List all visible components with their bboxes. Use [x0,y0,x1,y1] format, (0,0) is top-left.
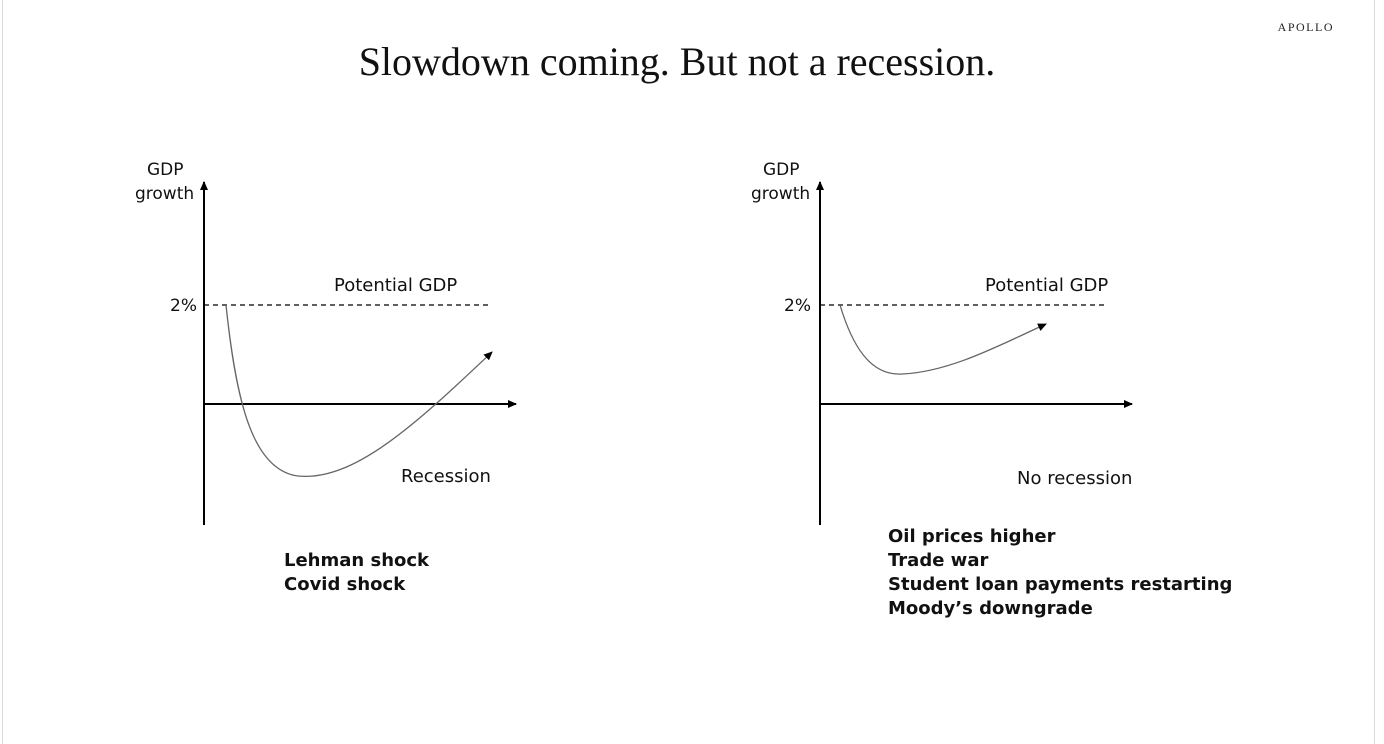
recession-label: Recession [401,466,491,487]
list-item: Oil prices higher [888,526,1056,547]
recession-growth-curve [225,304,493,477]
slowdown-growth-curve [839,304,1047,375]
recession-causes-list: Lehman shock Covid shock [284,549,429,597]
list-item: Covid shock [284,574,406,595]
tick-label-2pct: 2% [170,296,197,316]
list-item: Moody’s downgrade [888,598,1093,619]
brand-logo-text: APOLLO [1277,20,1334,34]
y-axis-label-line1: GDP [763,160,800,180]
y-axis-label-line1: GDP [147,160,184,180]
list-item: Trade war [888,550,989,571]
potential-gdp-label: Potential GDP [985,275,1108,296]
slowdown-causes-list: Oil prices higher Trade war Student loan… [888,525,1232,621]
potential-gdp-label: Potential GDP [334,275,457,296]
y-axis-label-line2: growth [135,184,194,204]
slide-title: Slowdown coming. But not a recession. [358,39,996,84]
y-axis-label-line2: growth [751,184,810,204]
list-item: Student loan payments restarting [888,574,1233,595]
no-recession-label: No recession [1017,468,1132,489]
list-item: Lehman shock [284,550,430,571]
tick-label-2pct: 2% [784,296,811,316]
